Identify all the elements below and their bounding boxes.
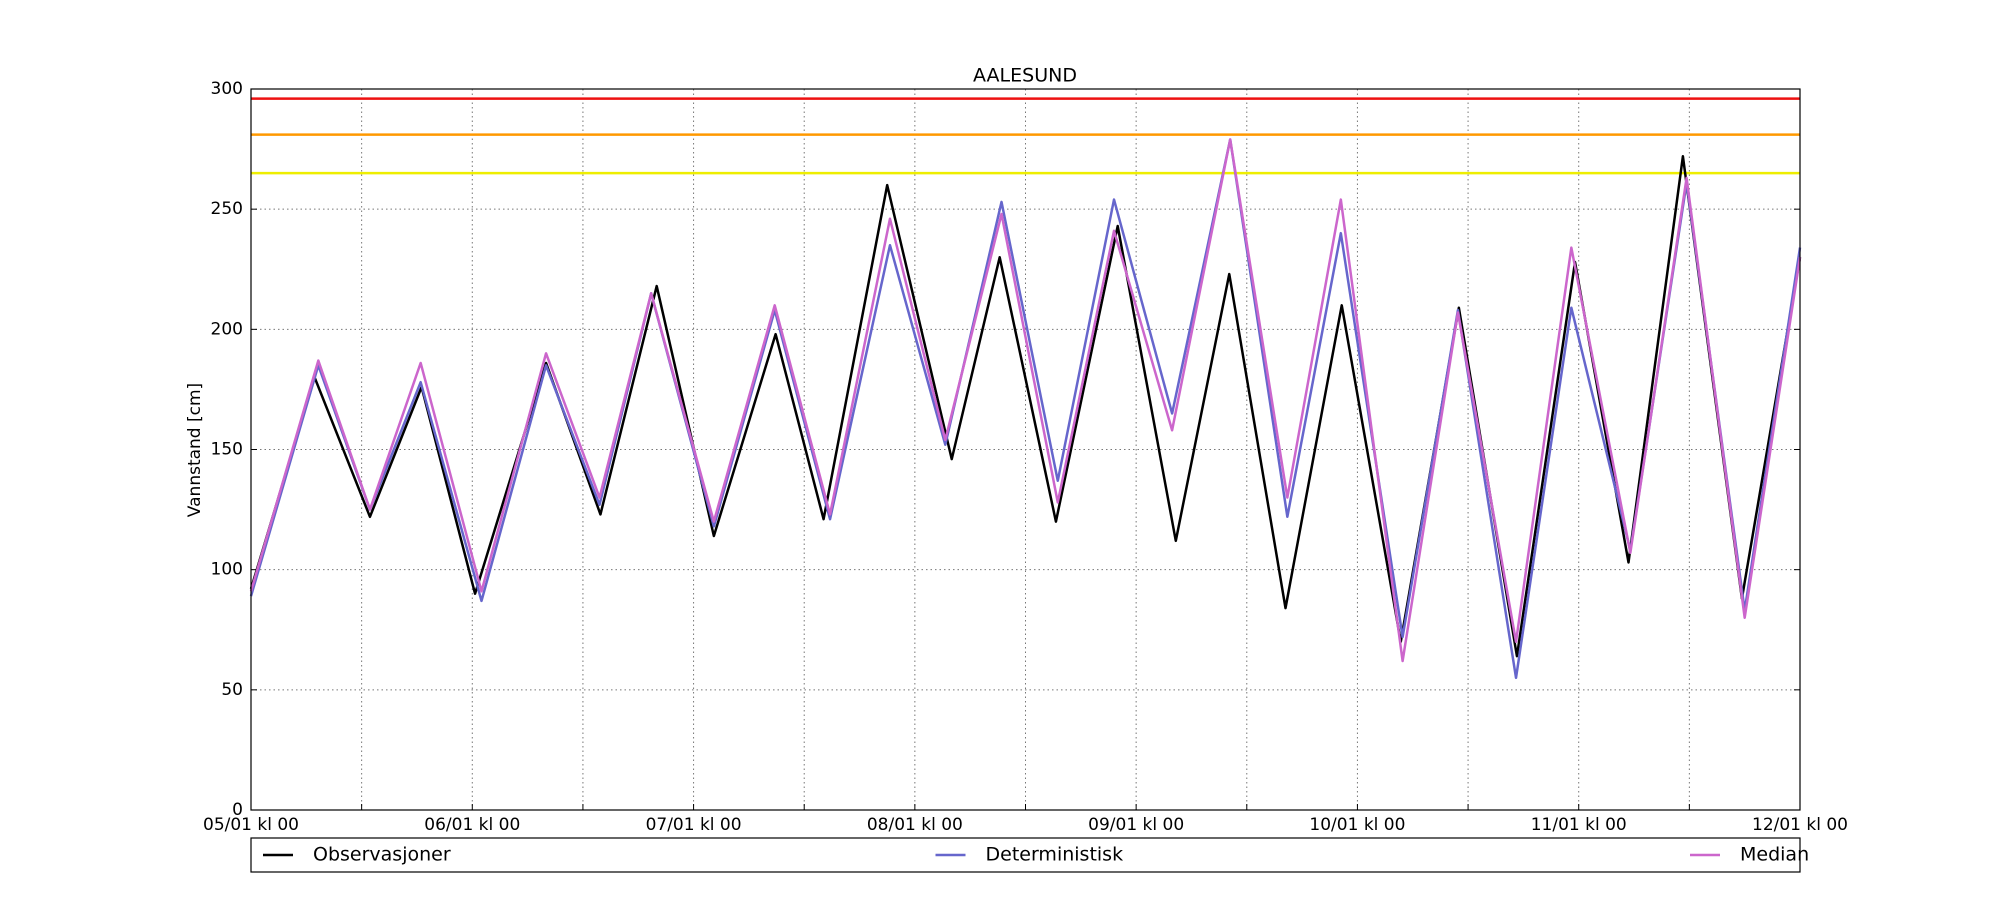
series-line xyxy=(249,138,1802,680)
x-tick-label: 10/01 kl 00 xyxy=(1309,815,1405,835)
y-tick-label: 250 xyxy=(211,199,243,219)
series-line xyxy=(249,155,1802,658)
x-tick-label: 11/01 kl 00 xyxy=(1531,815,1627,835)
x-tick-label: 12/01 kl 00 xyxy=(1752,815,1848,835)
legend-label: Median xyxy=(1740,844,1809,866)
x-tick-label: 09/01 kl 00 xyxy=(1088,815,1184,835)
plot-frame xyxy=(250,88,1801,811)
legend-box xyxy=(250,837,1801,873)
y-tick-label: 300 xyxy=(211,79,243,99)
y-tick-label: 200 xyxy=(211,319,243,339)
x-tick-label: 05/01 kl 00 xyxy=(203,815,299,835)
x-tick-label: 06/01 kl 00 xyxy=(424,815,520,835)
x-tick-label: 08/01 kl 00 xyxy=(867,815,963,835)
legend-label: Deterministisk xyxy=(986,844,1124,866)
y-tick-label: 50 xyxy=(221,680,243,700)
legend-label: Observasjoner xyxy=(313,844,451,866)
y-axis-label: Vannstand [cm] xyxy=(185,383,205,517)
y-tick-label: 0 xyxy=(232,800,243,820)
y-tick-label: 100 xyxy=(211,560,243,580)
x-tick-label: 07/01 kl 00 xyxy=(646,815,742,835)
series-line xyxy=(249,138,1802,663)
y-tick-label: 150 xyxy=(211,440,243,460)
chart-title: AALESUND xyxy=(973,65,1077,87)
